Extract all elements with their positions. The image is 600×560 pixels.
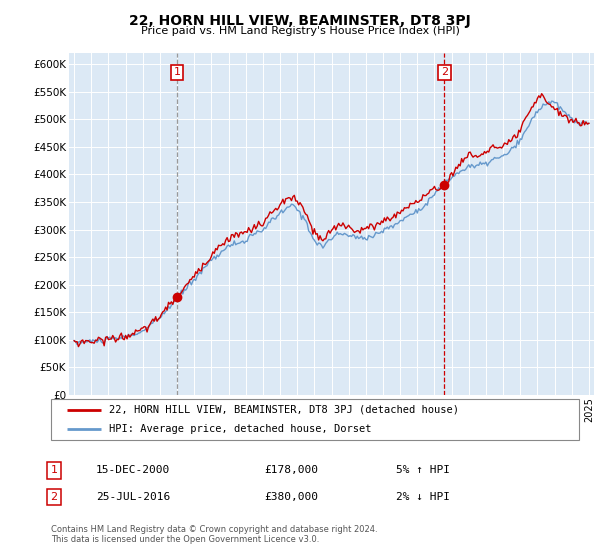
Text: £380,000: £380,000 <box>264 492 318 502</box>
Text: 2: 2 <box>441 68 448 77</box>
Text: This data is licensed under the Open Government Licence v3.0.: This data is licensed under the Open Gov… <box>51 535 319 544</box>
Text: 25-JUL-2016: 25-JUL-2016 <box>96 492 170 502</box>
Text: 1: 1 <box>173 68 181 77</box>
Text: 1: 1 <box>50 465 58 475</box>
Text: HPI: Average price, detached house, Dorset: HPI: Average price, detached house, Dors… <box>109 424 371 435</box>
Text: 2: 2 <box>50 492 58 502</box>
Text: 22, HORN HILL VIEW, BEAMINSTER, DT8 3PJ: 22, HORN HILL VIEW, BEAMINSTER, DT8 3PJ <box>129 14 471 28</box>
Text: Price paid vs. HM Land Registry's House Price Index (HPI): Price paid vs. HM Land Registry's House … <box>140 26 460 36</box>
Text: 2% ↓ HPI: 2% ↓ HPI <box>396 492 450 502</box>
Text: Contains HM Land Registry data © Crown copyright and database right 2024.: Contains HM Land Registry data © Crown c… <box>51 525 377 534</box>
Text: 22, HORN HILL VIEW, BEAMINSTER, DT8 3PJ (detached house): 22, HORN HILL VIEW, BEAMINSTER, DT8 3PJ … <box>109 405 459 415</box>
Text: £178,000: £178,000 <box>264 465 318 475</box>
Text: 15-DEC-2000: 15-DEC-2000 <box>96 465 170 475</box>
Text: 5% ↑ HPI: 5% ↑ HPI <box>396 465 450 475</box>
